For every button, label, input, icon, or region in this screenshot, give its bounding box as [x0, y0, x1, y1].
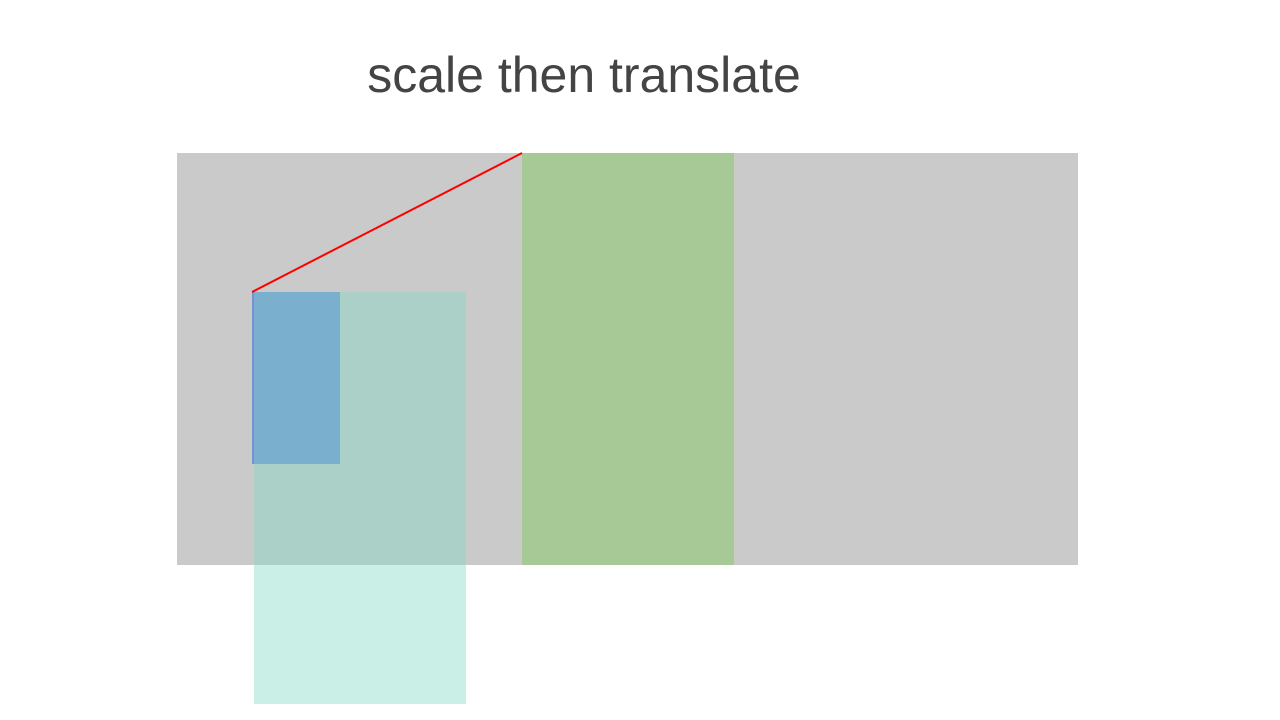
translated-rect [522, 153, 734, 565]
scaled-rect [254, 292, 466, 704]
translation-line [251, 152, 523, 293]
original-rect [252, 292, 340, 464]
diagram-title: scale then translate [367, 47, 801, 103]
